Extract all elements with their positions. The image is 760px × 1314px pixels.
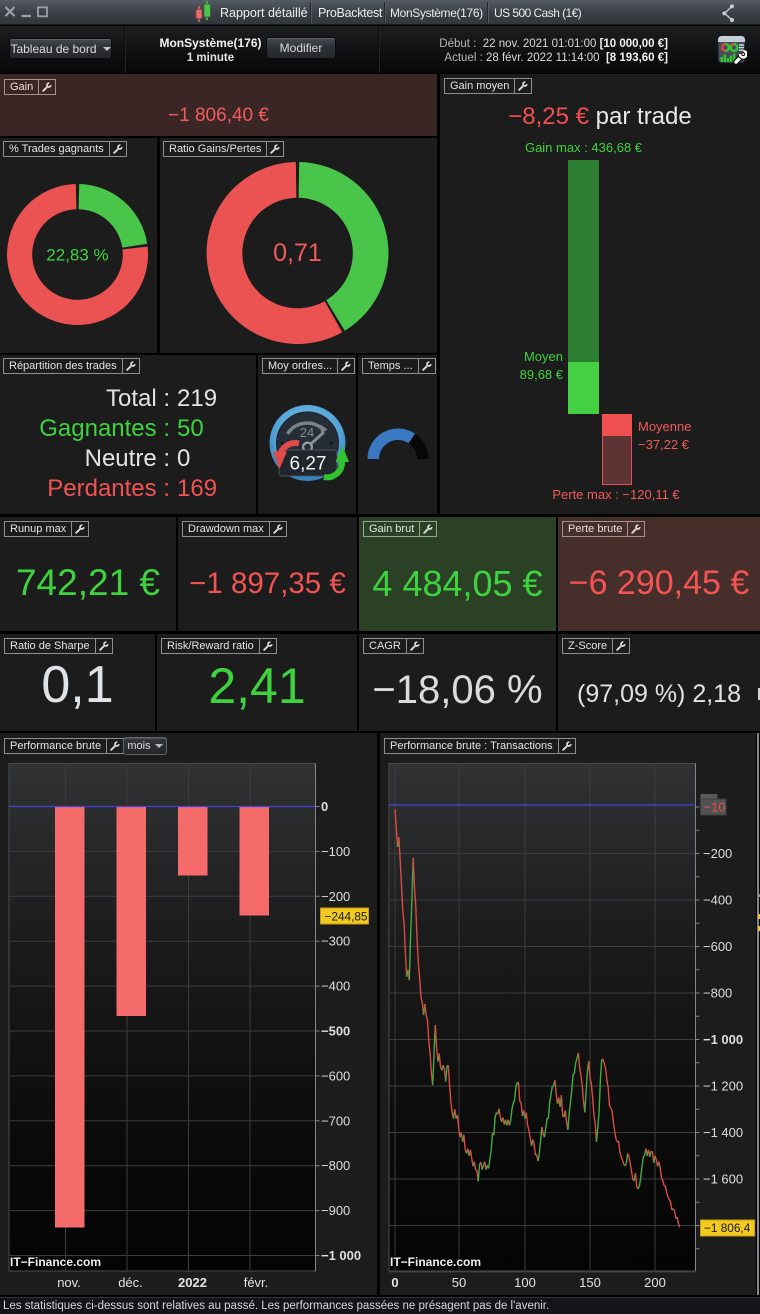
svg-text:−1 000: −1 000 bbox=[321, 1248, 361, 1263]
svg-text:6,27: 6,27 bbox=[290, 454, 327, 475]
svg-text:100: 100 bbox=[514, 1275, 536, 1290]
svg-text:déc.: déc. bbox=[118, 1275, 143, 1290]
svg-text:−1 600: −1 600 bbox=[703, 1172, 743, 1187]
svg-text:−200: −200 bbox=[321, 889, 350, 904]
svg-text:−600: −600 bbox=[703, 939, 732, 954]
svg-text:0: 0 bbox=[391, 1275, 398, 1290]
svg-text:févr.: févr. bbox=[244, 1275, 269, 1290]
svg-text:−700: −700 bbox=[321, 1113, 350, 1128]
svg-text:−100: −100 bbox=[321, 844, 350, 859]
svg-text:−800: −800 bbox=[703, 986, 732, 1001]
svg-text:−500: −500 bbox=[321, 1024, 350, 1039]
svg-text:IT−Finance.com: IT−Finance.com bbox=[10, 1255, 101, 1269]
svg-text:−1 806,4: −1 806,4 bbox=[704, 1221, 751, 1235]
svg-text:200: 200 bbox=[644, 1275, 666, 1290]
svg-text:−400: −400 bbox=[703, 893, 732, 908]
svg-text:50: 50 bbox=[452, 1275, 466, 1290]
svg-text:0,71: 0,71 bbox=[273, 239, 322, 267]
svg-text:−900: −900 bbox=[321, 1203, 350, 1218]
svg-text:150: 150 bbox=[579, 1275, 601, 1290]
svg-text:−200: −200 bbox=[703, 846, 732, 861]
svg-text:0: 0 bbox=[321, 799, 328, 814]
svg-text:−800: −800 bbox=[321, 1158, 350, 1173]
svg-text:−10: −10 bbox=[704, 800, 726, 815]
svg-text:−400: −400 bbox=[321, 979, 350, 994]
svg-text:−600: −600 bbox=[321, 1068, 350, 1083]
svg-text:nov.: nov. bbox=[57, 1275, 81, 1290]
svg-text:2022: 2022 bbox=[178, 1275, 207, 1290]
svg-text:−1 200: −1 200 bbox=[703, 1079, 743, 1094]
svg-text:−1 400: −1 400 bbox=[703, 1125, 743, 1140]
svg-text:24: 24 bbox=[300, 425, 314, 440]
svg-text:−300: −300 bbox=[321, 934, 350, 949]
svg-text:−1 000: −1 000 bbox=[703, 1032, 743, 1047]
svg-text:22,83 %: 22,83 % bbox=[46, 246, 108, 265]
svg-text:−244,85: −244,85 bbox=[325, 910, 368, 924]
svg-text:IT−Finance.com: IT−Finance.com bbox=[390, 1255, 481, 1269]
